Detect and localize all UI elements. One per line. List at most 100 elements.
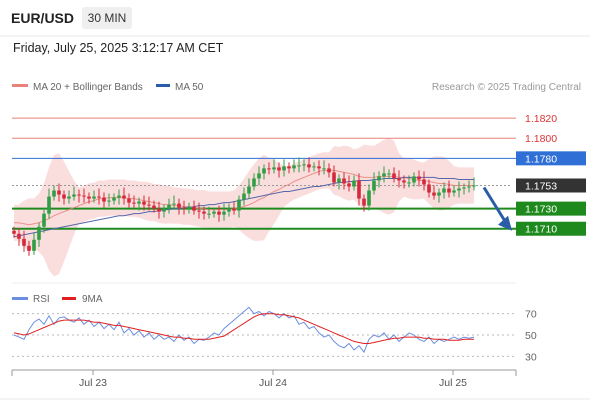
x-tick-label-0: Jul 23 [79, 377, 107, 389]
candle-body [282, 166, 286, 171]
candle-body [152, 205, 156, 209]
candle-body [77, 194, 81, 196]
candle-body [412, 176, 416, 183]
candle-body [257, 173, 261, 179]
candle-body [22, 238, 26, 246]
level-label-1.1710: 1.1710 [525, 224, 557, 236]
candle-body [247, 186, 251, 194]
candle-body [252, 178, 256, 187]
candle-body [277, 167, 281, 171]
candle-body [347, 183, 351, 187]
ma20-legend-swatch [12, 84, 28, 87]
main-legend: MA 20 + Bollinger Bands MA 50 Research ©… [12, 82, 581, 93]
candle-body [407, 182, 411, 184]
level-label-1.1753: 1.1753 [525, 180, 557, 192]
candle-body [382, 173, 386, 177]
candle-body [397, 178, 401, 181]
symbol-title: EUR/USD [11, 10, 75, 26]
candle-body [147, 204, 151, 206]
candle-body [237, 199, 241, 211]
candle-body [17, 233, 21, 239]
candle-body [232, 208, 236, 211]
candle-body [387, 173, 391, 175]
candle-body [222, 211, 226, 215]
rsi-lines [13, 306, 475, 354]
rsi-tick-30: 30 [525, 351, 537, 363]
candle-body [262, 168, 266, 174]
candle-body [432, 192, 436, 196]
bollinger-band [14, 138, 474, 277]
candle-body [42, 213, 46, 227]
forecast-arrow-shaft [482, 186, 508, 224]
level-label-box-1.1710 [516, 221, 586, 236]
candle-body [362, 198, 366, 206]
candle-body [12, 230, 16, 234]
timeframe-badge[interactable]: 30 MIN [82, 7, 132, 29]
candle-body [332, 172, 336, 183]
level-label-1.1820: 1.1820 [525, 113, 557, 125]
candle-body [57, 190, 61, 195]
ma20-line [14, 169, 474, 226]
candle-body [107, 200, 111, 202]
candle-body [267, 168, 271, 170]
forecast-arrow-head [498, 215, 512, 231]
candle-body [197, 210, 201, 212]
rsi-legend-swatch [12, 297, 28, 300]
candle-body [72, 194, 76, 197]
level-label-box-1.1780 [516, 151, 586, 166]
candle-body [212, 211, 216, 214]
candle-body [142, 201, 146, 205]
candle-body [117, 195, 121, 198]
level-label-box-1.1730 [516, 201, 586, 216]
candle-body [157, 208, 161, 212]
candlesticks [12, 157, 476, 256]
candle-body [242, 193, 246, 200]
ma50-legend-label: MA 50 [175, 82, 204, 93]
candle-body [392, 173, 396, 179]
ma20-legend-label: MA 20 + Bollinger Bands [33, 82, 143, 93]
candle-body [327, 168, 331, 173]
rsi-legend-label: RSI [33, 294, 50, 305]
level-label-1.1730: 1.1730 [525, 204, 557, 216]
candle-body [337, 178, 341, 183]
candle-body [292, 165, 296, 169]
rsi-tick-70: 70 [525, 309, 537, 321]
candle-body [162, 208, 166, 212]
candle-body [312, 166, 316, 168]
bollinger-band-area [14, 138, 474, 277]
candle-body [322, 168, 326, 170]
candle-body [82, 195, 86, 197]
candle-body [62, 194, 66, 199]
rsi-tick-50: 50 [525, 330, 537, 342]
rsi-line [13, 306, 475, 354]
candle-body [167, 204, 171, 209]
candle-body [427, 184, 431, 193]
candle-body [422, 179, 426, 185]
candle-body [462, 187, 466, 189]
level-lines [12, 117, 516, 230]
candle-body [227, 208, 231, 212]
candle-body [112, 197, 116, 201]
ma50-legend-swatch [156, 84, 170, 87]
candle-body [102, 197, 106, 202]
candle-body [172, 203, 176, 205]
candle-body [202, 211, 206, 214]
candle-body [372, 180, 376, 191]
x-tick-label-1: Jul 24 [259, 377, 287, 389]
candle-body [317, 166, 321, 169]
candle-body [37, 226, 41, 240]
candle-body [297, 165, 301, 167]
level-labels: 1.1820 1.1800 1.1780 1.1753 1.1730 1.1710 [516, 113, 586, 236]
candle-body [132, 202, 136, 204]
candle-body [192, 206, 196, 211]
candle-body [122, 195, 126, 199]
credit-label: Research © 2025 Trading Central [432, 82, 581, 93]
candle-body [287, 166, 291, 169]
candle-body [352, 180, 356, 187]
candle-body [467, 186, 471, 188]
candle-body [357, 180, 361, 199]
forecast-arrow [482, 186, 512, 231]
candle-body [472, 185, 476, 187]
candle-body [447, 188, 451, 193]
candle-body [97, 196, 101, 198]
